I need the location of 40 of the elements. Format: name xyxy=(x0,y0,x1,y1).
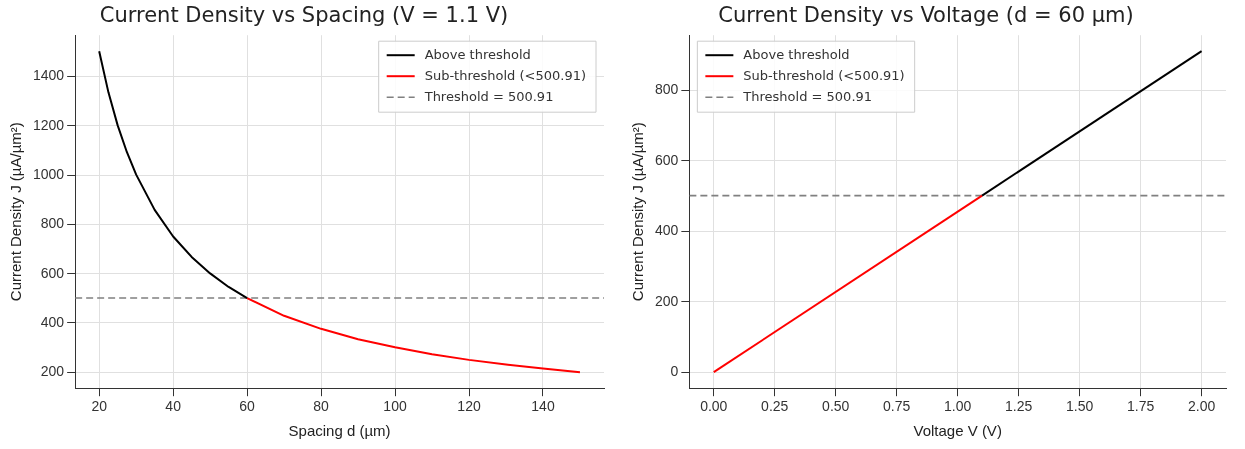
x-tick-label: 40 xyxy=(165,398,182,415)
y-tick-label: 400 xyxy=(40,313,65,330)
x-tick-label: 0.00 xyxy=(700,398,728,415)
chart-title: Current Density vs Spacing (V = 1.1 V) xyxy=(99,3,509,28)
y-tick-label: 800 xyxy=(40,215,65,232)
y-tick-label: 200 xyxy=(655,292,679,309)
x-tick-label: 0.75 xyxy=(883,398,911,415)
y-tick-label: 200 xyxy=(40,363,65,380)
x-axis-title: Spacing d (µm) xyxy=(288,422,391,440)
y-axis-title: Current Density J (µA/µm²) xyxy=(629,122,647,302)
y-tick-label: 0 xyxy=(670,363,679,380)
legend-label: Above threshold xyxy=(743,46,850,62)
x-tick-label: 2.00 xyxy=(1187,398,1216,415)
y-tick-label: 1000 xyxy=(32,165,65,182)
x-tick-label: 1.75 xyxy=(1127,398,1155,415)
x-tick-label: 60 xyxy=(239,398,256,415)
legend-label: Sub-threshold (<500.91) xyxy=(743,67,905,83)
y-tick-label: 400 xyxy=(655,222,679,239)
legend-label: Sub-threshold (<500.91) xyxy=(424,67,587,83)
x-tick-label: 80 xyxy=(313,398,330,415)
chart-title: Current Density vs Voltage (d = 60 µm) xyxy=(718,3,1134,28)
x-tick-label: 20 xyxy=(91,398,108,415)
x-tick-label: 1.50 xyxy=(1066,398,1094,415)
y-tick-label: 800 xyxy=(655,81,679,98)
x-tick-label: 100 xyxy=(383,398,407,415)
legend-label: Above threshold xyxy=(424,46,531,62)
x-tick-label: 1.25 xyxy=(1005,398,1033,415)
x-tick-label: 1.00 xyxy=(944,398,972,415)
x-tick-label: 0.25 xyxy=(761,398,789,415)
x-tick-label: 140 xyxy=(531,398,555,415)
x-axis-title: Voltage V (V) xyxy=(913,422,1002,440)
x-tick-label: 120 xyxy=(457,398,481,415)
y-axis-title: Current Density J (µA/µm²) xyxy=(7,122,25,302)
y-tick-label: 1200 xyxy=(32,116,65,133)
y-tick-label: 600 xyxy=(40,264,65,281)
legend-label: Threshold = 500.91 xyxy=(742,88,873,104)
x-tick-label: 0.50 xyxy=(822,398,850,415)
y-tick-label: 600 xyxy=(655,151,679,168)
y-tick-label: 1400 xyxy=(32,67,65,84)
legend-label: Threshold = 500.91 xyxy=(423,88,554,104)
